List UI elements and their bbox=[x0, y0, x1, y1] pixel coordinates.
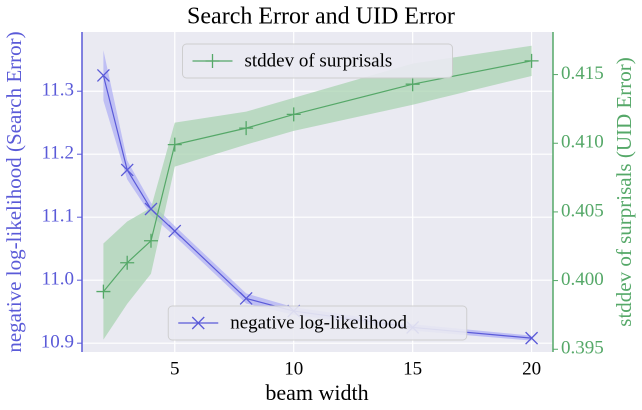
legend-marker bbox=[191, 316, 205, 330]
error-band bbox=[103, 50, 532, 341]
marker bbox=[120, 163, 134, 177]
marker bbox=[120, 255, 135, 270]
marker bbox=[144, 202, 158, 216]
marker bbox=[239, 121, 254, 136]
y2-tick-label: 0.400 bbox=[561, 269, 604, 290]
legend-label: stddev of surprisals bbox=[245, 50, 393, 71]
marker bbox=[239, 291, 253, 305]
marker bbox=[405, 77, 420, 92]
marker bbox=[168, 224, 182, 238]
x-tick-label: 20 bbox=[522, 358, 541, 379]
y2-axis-label: stddev of surprisals (UID Error) bbox=[612, 57, 636, 326]
y2-tick-label: 0.395 bbox=[561, 338, 604, 359]
y2-tick-label: 0.405 bbox=[561, 200, 604, 221]
marker bbox=[143, 233, 158, 248]
marker bbox=[524, 53, 539, 68]
legend-marker bbox=[205, 54, 220, 68]
legend-box bbox=[182, 43, 453, 79]
marker bbox=[96, 284, 111, 299]
legend: negative log-likelihood bbox=[167, 305, 468, 341]
chart-title: Search Error and UID Error bbox=[187, 4, 455, 30]
y-tick-label: 11.3 bbox=[41, 80, 74, 101]
x-tick-label: 5 bbox=[170, 358, 180, 379]
y-tick-label: 11.1 bbox=[41, 206, 74, 227]
line bbox=[102, 60, 532, 292]
y2-tick-label: 0.415 bbox=[561, 63, 604, 84]
legend-label: negative log-likelihood bbox=[230, 312, 407, 333]
x-axis-label: beam width bbox=[265, 380, 368, 405]
y-tick-label: 11.2 bbox=[41, 143, 74, 164]
y-tick-label: 10.9 bbox=[41, 332, 74, 353]
x-tick-label: 15 bbox=[403, 358, 422, 379]
error-band bbox=[103, 45, 532, 340]
legend: stddev of surprisals bbox=[182, 43, 453, 79]
marker bbox=[96, 69, 110, 82]
y2-tick-label: 0.410 bbox=[561, 132, 604, 153]
y-tick-label: 11.0 bbox=[41, 269, 74, 290]
marker bbox=[525, 331, 539, 345]
legend-box bbox=[167, 305, 468, 341]
x-tick-label: 10 bbox=[284, 358, 303, 379]
y-axis-label: negative log-likelihood (Search Error) bbox=[2, 31, 26, 352]
marker bbox=[286, 107, 301, 122]
marker bbox=[167, 137, 182, 152]
